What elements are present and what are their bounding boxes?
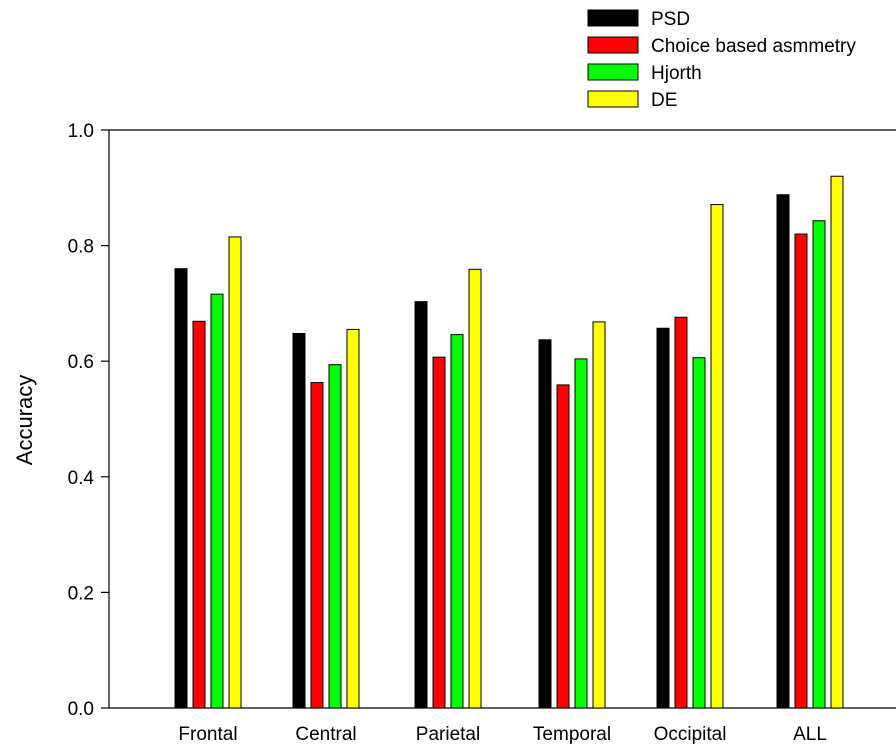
legend-label: Hjorth xyxy=(651,63,702,84)
bar-hjorth-frontal xyxy=(210,293,224,709)
bar-de-occipital xyxy=(710,204,724,709)
bar-choice-based-asmmetry-parietal xyxy=(432,356,446,709)
bar-psd-central xyxy=(292,332,306,709)
bar-de-temporal xyxy=(592,321,606,709)
y-tick-label: 0.0 xyxy=(68,699,94,720)
legend: PSD Choice based asmmetry Hjorth DE xyxy=(587,9,856,111)
legend-label: PSD xyxy=(651,9,690,30)
bar-de-all xyxy=(830,175,844,709)
y-tick-label: 0.4 xyxy=(68,468,95,489)
y-tick-label: 0.2 xyxy=(68,583,94,604)
x-tick-label: Parietal xyxy=(416,724,480,745)
bar-de-frontal xyxy=(228,236,242,709)
bar-hjorth-central xyxy=(328,364,342,709)
legend-label: Choice based asmmetry xyxy=(651,36,856,57)
bar-choice-based-asmmetry-occipital xyxy=(674,316,688,709)
bar-hjorth-parietal xyxy=(450,334,464,709)
bar-de-parietal xyxy=(468,268,482,709)
y-axis-title: Accuracy xyxy=(12,375,37,465)
bar-psd-occipital xyxy=(656,327,670,709)
bar-choice-based-asmmetry-all xyxy=(794,233,808,709)
legend-label: DE xyxy=(651,90,677,111)
x-tick-labels: Frontal Central Parietal Temporal Occipital A… xyxy=(178,724,826,745)
y-tick-label: 1.0 xyxy=(68,121,94,142)
bar-choice-based-asmmetry-temporal xyxy=(556,384,570,709)
bar-psd-all xyxy=(776,194,790,709)
bar-psd-parietal xyxy=(414,301,428,709)
x-tick-label: ALL xyxy=(793,724,827,745)
x-tick-label: Temporal xyxy=(533,724,611,745)
bar-hjorth-occipital xyxy=(692,357,706,709)
x-tick-label: Central xyxy=(295,724,356,745)
y-ticks: 0.0 0.2 0.4 0.6 0.8 1.0 xyxy=(68,121,109,720)
bar-hjorth-temporal xyxy=(574,358,588,709)
legend-swatch xyxy=(587,36,639,54)
bar-choice-based-asmmetry-frontal xyxy=(192,320,206,709)
legend-swatch xyxy=(587,63,639,81)
x-tick-label: Frontal xyxy=(178,724,237,745)
legend-swatch xyxy=(587,9,639,27)
bar-psd-temporal xyxy=(538,339,552,709)
bars xyxy=(174,175,844,709)
y-tick-label: 0.6 xyxy=(68,352,94,373)
bar-choice-based-asmmetry-central xyxy=(310,382,324,709)
bar-hjorth-all xyxy=(812,220,826,709)
legend-swatch xyxy=(587,90,639,108)
bar-de-central xyxy=(346,328,360,709)
bar-psd-frontal xyxy=(174,268,188,709)
y-tick-label: 0.8 xyxy=(68,237,94,258)
x-tick-label: Occipital xyxy=(654,724,727,745)
